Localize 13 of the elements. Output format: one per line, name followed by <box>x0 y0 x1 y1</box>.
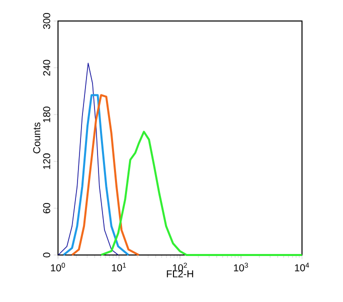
x-tick-label: 10$^{2}$ <box>173 262 187 272</box>
x-tick-label: 10$^{4}$ <box>295 262 310 272</box>
y-tick-label: 0 <box>43 252 50 258</box>
y-tick-label: 120 <box>43 153 50 169</box>
x-axis-title: FL2-H <box>166 270 194 278</box>
y-axis-title: Counts <box>33 122 40 154</box>
y-tick-label: 300 <box>43 13 50 29</box>
x-tick-label: 10$^{0}$ <box>51 262 65 272</box>
x-tick-label: 10$^{3}$ <box>234 262 248 272</box>
y-tick-label: 60 <box>43 203 50 214</box>
y-tick-label: 180 <box>43 106 50 122</box>
y-tick-label: 240 <box>43 60 50 76</box>
x-tick-label: 10$^{1}$ <box>112 262 126 272</box>
